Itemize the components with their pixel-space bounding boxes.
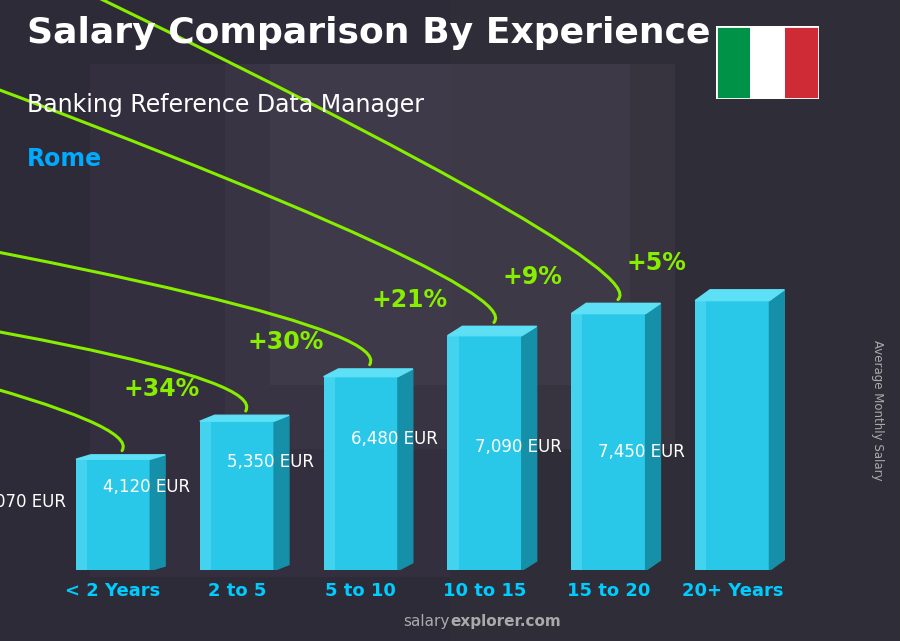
- Text: 4,120 EUR: 4,120 EUR: [103, 478, 190, 496]
- Text: +21%: +21%: [371, 288, 447, 312]
- Polygon shape: [398, 369, 413, 570]
- Text: +5%: +5%: [626, 251, 687, 275]
- Bar: [785, 26, 819, 99]
- Bar: [572, 313, 645, 570]
- Bar: [200, 421, 274, 570]
- Text: Average Monthly Salary: Average Monthly Salary: [871, 340, 884, 481]
- Text: 3,070 EUR: 3,070 EUR: [0, 492, 66, 510]
- Bar: [76, 459, 87, 570]
- Bar: [200, 421, 211, 570]
- Text: +34%: +34%: [123, 377, 200, 401]
- Bar: [750, 26, 785, 99]
- Bar: [447, 336, 459, 570]
- Polygon shape: [324, 369, 413, 377]
- Text: Salary Comparison By Experience: Salary Comparison By Experience: [27, 16, 710, 50]
- Bar: [695, 301, 770, 570]
- Polygon shape: [447, 326, 536, 336]
- Bar: [324, 377, 335, 570]
- Text: 5,350 EUR: 5,350 EUR: [227, 453, 314, 471]
- Polygon shape: [522, 326, 536, 570]
- Polygon shape: [770, 290, 784, 570]
- Bar: [695, 301, 707, 570]
- Text: Rome: Rome: [27, 147, 102, 171]
- Bar: [716, 26, 750, 99]
- Text: explorer.com: explorer.com: [450, 615, 561, 629]
- Polygon shape: [76, 455, 165, 459]
- Polygon shape: [645, 303, 661, 570]
- Bar: [572, 313, 582, 570]
- Text: 7,450 EUR: 7,450 EUR: [598, 443, 685, 461]
- Bar: [324, 377, 398, 570]
- Polygon shape: [200, 415, 289, 421]
- Text: 6,480 EUR: 6,480 EUR: [351, 430, 437, 448]
- Text: +30%: +30%: [248, 330, 323, 354]
- Text: +9%: +9%: [503, 265, 562, 289]
- Text: salary: salary: [403, 615, 450, 629]
- Bar: [76, 459, 150, 570]
- Polygon shape: [572, 303, 661, 313]
- Polygon shape: [150, 455, 165, 570]
- Text: Banking Reference Data Manager: Banking Reference Data Manager: [27, 93, 424, 117]
- Text: 7,090 EUR: 7,090 EUR: [474, 438, 562, 456]
- Bar: [447, 336, 522, 570]
- Polygon shape: [274, 415, 289, 570]
- Polygon shape: [695, 290, 784, 301]
